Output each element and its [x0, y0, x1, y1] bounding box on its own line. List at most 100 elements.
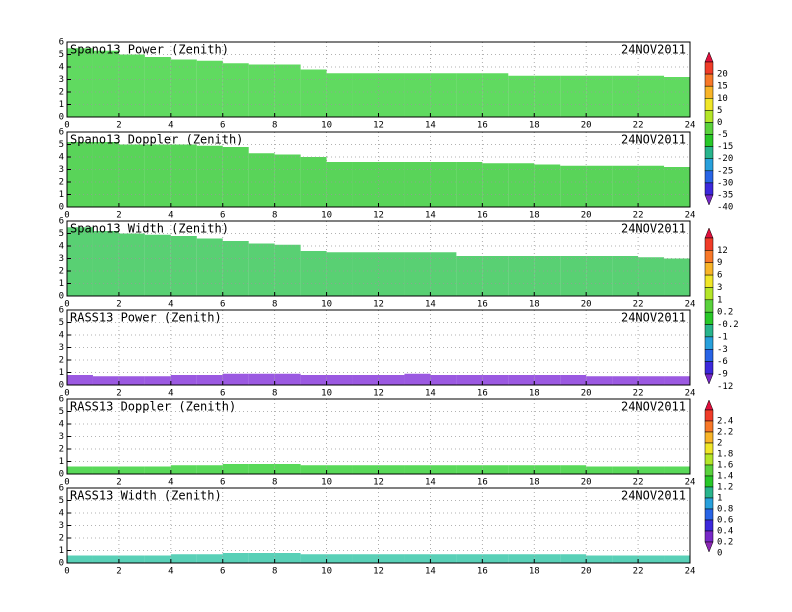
panel-date: 24NOV2011	[621, 43, 686, 57]
echo-column	[67, 227, 93, 296]
colorbar-label: 0	[717, 118, 722, 128]
echo-column	[300, 375, 327, 385]
x-tick-label: 24	[685, 300, 696, 310]
colorbar-label: -5	[717, 130, 728, 140]
x-tick-label: 6	[220, 389, 225, 399]
echo-column	[144, 234, 171, 296]
echo-column	[67, 555, 93, 563]
colorbar-segment	[704, 110, 714, 123]
colorbar-label: -1	[717, 332, 728, 342]
colorbar-segment	[704, 349, 714, 362]
echo-column	[586, 256, 613, 296]
echo-column	[274, 244, 301, 296]
echo-column	[534, 554, 561, 563]
x-tick-label: 14	[425, 567, 436, 577]
colorbar-label: -0.2	[717, 320, 739, 330]
x-tick-label: 10	[321, 121, 332, 131]
x-tick-label: 20	[581, 567, 592, 577]
colorbar-segment	[704, 361, 714, 375]
colorbar-label: 2.2	[717, 428, 733, 438]
echo-column	[638, 376, 665, 385]
x-tick-label: 22	[633, 121, 644, 131]
x-tick-label: 20	[581, 389, 592, 399]
y-tick-label: 5	[59, 496, 64, 506]
x-tick-label: 20	[581, 121, 592, 131]
echo-column	[508, 375, 535, 385]
x-tick-label: 10	[321, 300, 332, 310]
x-tick-label: 14	[425, 211, 436, 221]
echo-column	[508, 163, 535, 207]
echo-column	[664, 466, 690, 474]
colorbar-segment	[704, 299, 714, 313]
echo-column	[352, 554, 379, 563]
echo-column	[456, 375, 483, 385]
echo-column	[352, 73, 379, 117]
echo-column	[248, 153, 275, 207]
colorbar-label: -25	[717, 166, 733, 176]
colorbar-segment	[704, 250, 714, 263]
echo-column	[456, 256, 483, 296]
colorbar-segment	[704, 170, 714, 184]
x-tick-label: 8	[272, 300, 277, 310]
echo-column	[196, 60, 223, 117]
panel-date: 24NOV2011	[621, 311, 686, 325]
y-tick-label: 4	[59, 509, 64, 519]
echo-column	[352, 252, 379, 296]
echo-column	[560, 465, 587, 474]
y-tick-label: 1	[59, 546, 64, 556]
y-tick-label: 6	[59, 395, 64, 405]
y-tick-label: 1	[59, 100, 64, 110]
echo-column	[664, 258, 690, 296]
echo-column	[560, 75, 587, 117]
echo-column	[534, 375, 561, 385]
x-tick-label: 0	[64, 567, 69, 577]
echo-column	[352, 465, 379, 474]
x-tick-label: 6	[220, 567, 225, 577]
echo-column	[638, 466, 665, 474]
y-tick-label: 3	[59, 432, 64, 442]
echo-column	[586, 555, 613, 563]
x-tick-label: 10	[321, 211, 332, 221]
colorbar-segment	[704, 409, 714, 422]
colorbar-label: -20	[717, 154, 733, 164]
echo-column	[274, 64, 301, 117]
echo-column	[92, 231, 119, 296]
echo-column	[378, 73, 405, 117]
colorbar-segment	[704, 324, 714, 338]
echo-column	[560, 375, 587, 385]
x-tick-label: 18	[529, 567, 540, 577]
echo-column	[170, 465, 197, 474]
colorbar-segment	[704, 486, 714, 499]
echo-column	[144, 376, 171, 385]
x-tick-label: 20	[581, 211, 592, 221]
x-tick-label: 16	[477, 567, 488, 577]
x-tick-label: 16	[477, 300, 488, 310]
echo-column	[196, 554, 223, 563]
colorbar-label: -9	[717, 370, 728, 380]
y-tick-label: 4	[59, 242, 64, 252]
x-tick-label: 12	[373, 300, 384, 310]
echo-column	[482, 554, 509, 563]
echo-column	[170, 554, 197, 563]
echo-column	[586, 376, 613, 385]
x-tick-label: 6	[220, 300, 225, 310]
colorbar-segment	[704, 262, 714, 276]
echo-column	[560, 165, 587, 207]
y-tick-label: 6	[59, 306, 64, 316]
echo-column	[508, 465, 535, 474]
y-tick-label: 4	[59, 331, 64, 341]
echo-column	[300, 554, 327, 563]
echo-column	[352, 375, 379, 385]
x-tick-label: 12	[373, 567, 384, 577]
colorbar-segment	[704, 85, 714, 99]
x-tick-label: 6	[220, 478, 225, 488]
echo-column	[144, 144, 171, 207]
echo-column	[196, 145, 223, 207]
echo-column	[612, 75, 639, 117]
y-tick-label: 2	[59, 534, 64, 544]
echo-column	[404, 162, 431, 207]
colorbar-label: 9	[717, 258, 722, 268]
y-tick-label: 6	[59, 128, 64, 138]
echo-column	[326, 73, 353, 117]
x-tick-label: 8	[272, 389, 277, 399]
